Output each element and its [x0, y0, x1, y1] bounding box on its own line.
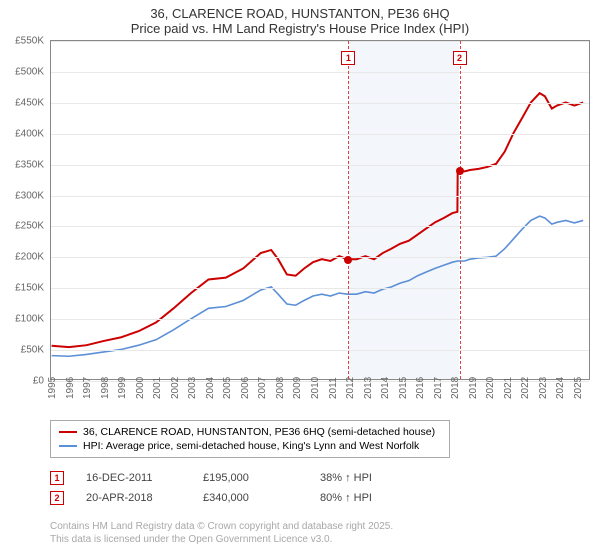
x-tick-label: 2015 — [398, 377, 409, 399]
title-line1: 36, CLARENCE ROAD, HUNSTANTON, PE36 6HQ — [10, 6, 590, 21]
legend-item: HPI: Average price, semi-detached house,… — [59, 439, 441, 453]
y-gridline — [51, 288, 589, 289]
x-tick-label: 2012 — [345, 377, 356, 399]
x-tick-label: 2007 — [257, 377, 268, 399]
y-gridline — [51, 165, 589, 166]
legend-label: HPI: Average price, semi-detached house,… — [83, 440, 419, 452]
y-tick-label: £200K — [4, 252, 44, 263]
x-tick-label: 2010 — [310, 377, 321, 399]
y-gridline — [51, 226, 589, 227]
x-tick-label: 1995 — [47, 377, 58, 399]
y-tick-label: £350K — [4, 159, 44, 170]
legend-swatch — [59, 445, 77, 447]
y-tick-label: £50K — [4, 345, 44, 356]
y-tick-label: £0 — [4, 376, 44, 387]
legend-item: 36, CLARENCE ROAD, HUNSTANTON, PE36 6HQ … — [59, 425, 441, 439]
x-tick-label: 1997 — [82, 377, 93, 399]
sale-date: 16-DEC-2011 — [86, 472, 181, 484]
sale-row: 1 16-DEC-2011 £195,000 38% ↑ HPI — [50, 468, 415, 488]
legend-swatch — [59, 431, 77, 433]
x-tick-label: 1999 — [117, 377, 128, 399]
x-tick-label: 2000 — [135, 377, 146, 399]
y-gridline — [51, 196, 589, 197]
sale-row-badge: 1 — [50, 471, 64, 485]
y-gridline — [51, 103, 589, 104]
x-tick-label: 2005 — [222, 377, 233, 399]
x-tick-label: 2008 — [275, 377, 286, 399]
x-tick-label: 2011 — [328, 377, 339, 399]
x-tick-label: 2020 — [485, 377, 496, 399]
x-tick-label: 2022 — [520, 377, 531, 399]
footer-line2: This data is licensed under the Open Gov… — [50, 533, 393, 546]
y-gridline — [51, 257, 589, 258]
sale-dot — [456, 167, 464, 175]
y-tick-label: £150K — [4, 283, 44, 294]
chart-title: 36, CLARENCE ROAD, HUNSTANTON, PE36 6HQ … — [0, 0, 600, 38]
y-tick-label: £100K — [4, 314, 44, 325]
y-gridline — [51, 72, 589, 73]
x-tick-label: 2023 — [538, 377, 549, 399]
chart: £0£50K£100K£150K£200K£250K£300K£350K£400… — [8, 40, 592, 410]
x-tick-label: 1996 — [65, 377, 76, 399]
x-tick-label: 2021 — [503, 377, 514, 399]
x-tick-label: 2019 — [468, 377, 479, 399]
y-tick-label: £300K — [4, 190, 44, 201]
x-tick-label: 2003 — [187, 377, 198, 399]
y-tick-label: £250K — [4, 221, 44, 232]
x-tick-label: 2014 — [380, 377, 391, 399]
sale-price: £340,000 — [203, 492, 298, 504]
x-tick-label: 2018 — [450, 377, 461, 399]
sale-marker-line — [348, 41, 349, 379]
x-tick-label: 2016 — [415, 377, 426, 399]
x-tick-label: 2002 — [170, 377, 181, 399]
x-tick-label: 2009 — [292, 377, 303, 399]
plot-area: £0£50K£100K£150K£200K£250K£300K£350K£400… — [50, 40, 590, 380]
sale-price: £195,000 — [203, 472, 298, 484]
x-tick-label: 2004 — [205, 377, 216, 399]
sale-delta: 38% ↑ HPI — [320, 472, 415, 484]
x-tick-label: 2006 — [240, 377, 251, 399]
sale-marker-badge: 1 — [341, 51, 355, 65]
footer-line1: Contains HM Land Registry data © Crown c… — [50, 520, 393, 533]
title-line2: Price paid vs. HM Land Registry's House … — [10, 21, 590, 36]
sale-date: 20-APR-2018 — [86, 492, 181, 504]
x-tick-label: 1998 — [100, 377, 111, 399]
x-tick-label: 2013 — [363, 377, 374, 399]
sale-row: 2 20-APR-2018 £340,000 80% ↑ HPI — [50, 488, 415, 508]
y-tick-label: £500K — [4, 66, 44, 77]
sales-table: 1 16-DEC-2011 £195,000 38% ↑ HPI 2 20-APR-201… — [50, 468, 415, 508]
footer-attribution: Contains HM Land Registry data © Crown c… — [50, 520, 393, 546]
series-line — [52, 93, 584, 347]
y-gridline — [51, 134, 589, 135]
y-tick-label: £450K — [4, 97, 44, 108]
sale-marker-line — [460, 41, 461, 379]
x-tick-label: 2017 — [433, 377, 444, 399]
y-gridline — [51, 41, 589, 42]
x-tick-label: 2001 — [152, 377, 163, 399]
y-tick-label: £400K — [4, 128, 44, 139]
sale-marker-badge: 2 — [453, 51, 467, 65]
line-series-svg — [51, 41, 589, 379]
legend: 36, CLARENCE ROAD, HUNSTANTON, PE36 6HQ … — [50, 420, 450, 458]
y-tick-label: £550K — [4, 36, 44, 47]
sale-row-badge: 2 — [50, 491, 64, 505]
y-gridline — [51, 350, 589, 351]
sale-dot — [344, 256, 352, 264]
sale-delta: 80% ↑ HPI — [320, 492, 415, 504]
legend-label: 36, CLARENCE ROAD, HUNSTANTON, PE36 6HQ … — [83, 426, 435, 438]
y-gridline — [51, 319, 589, 320]
series-line — [52, 216, 584, 356]
x-tick-label: 2025 — [573, 377, 584, 399]
x-tick-label: 2024 — [555, 377, 566, 399]
